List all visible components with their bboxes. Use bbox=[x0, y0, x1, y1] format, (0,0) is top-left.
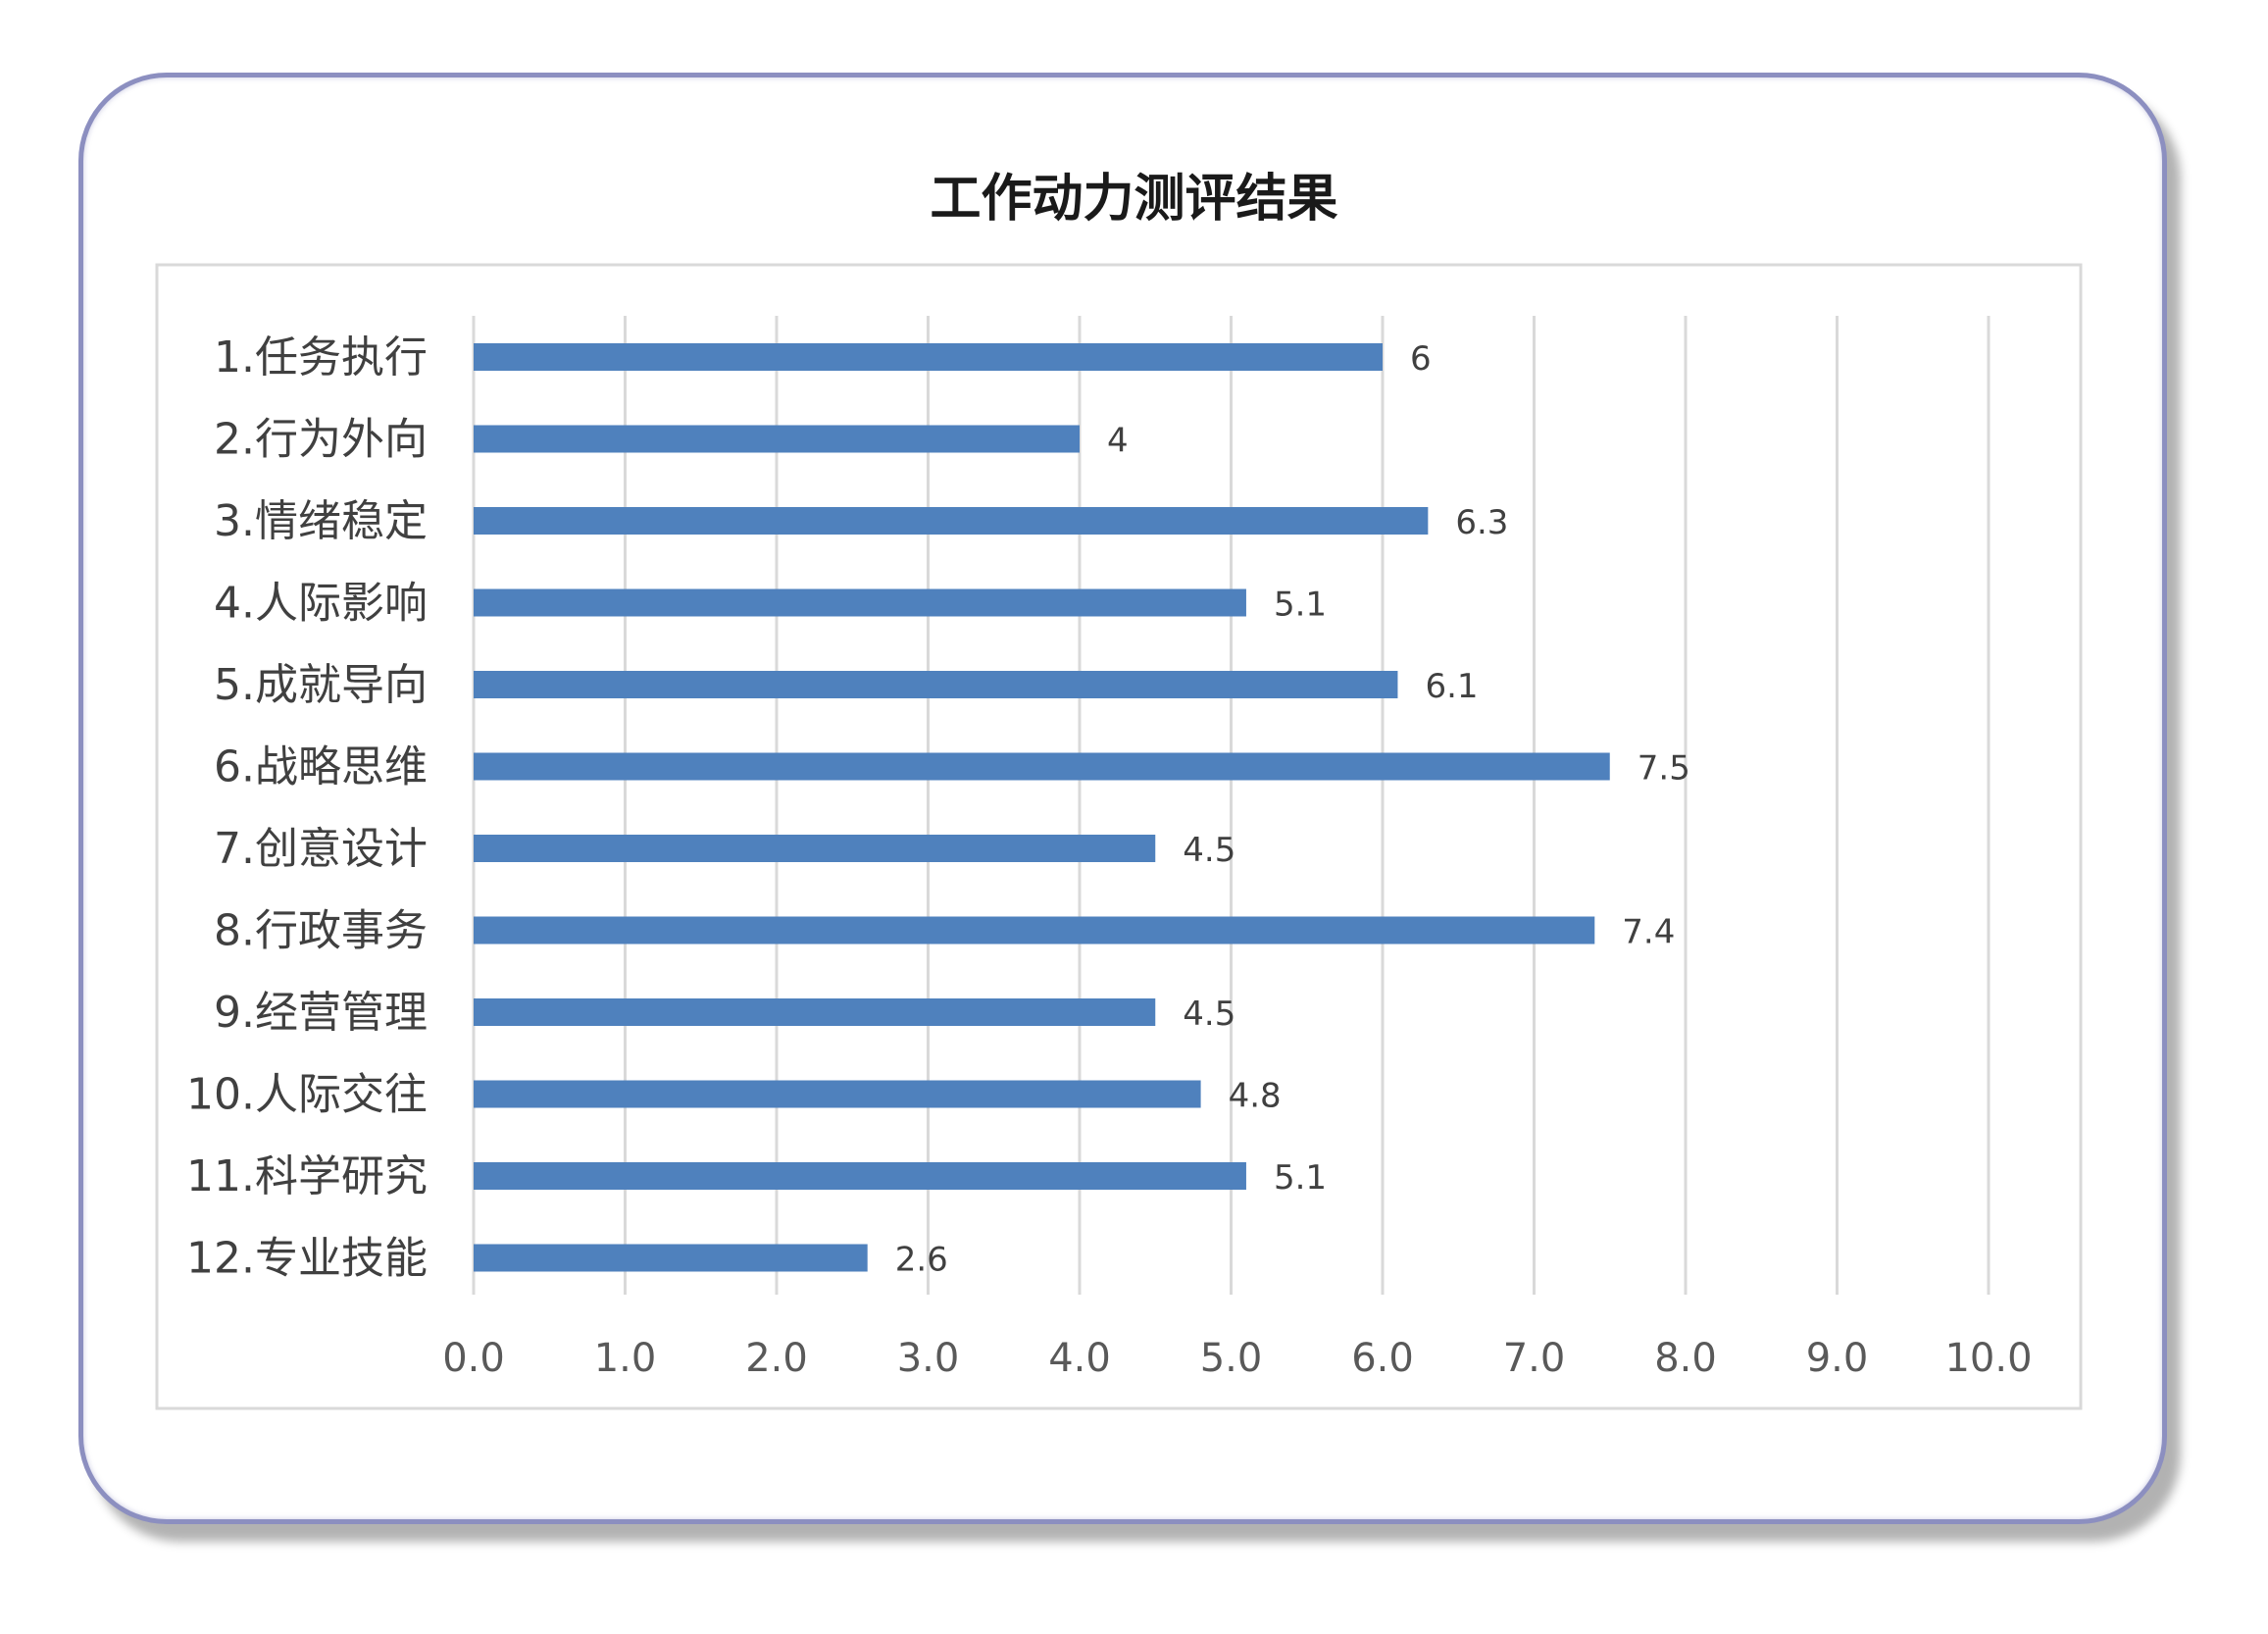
chart-title: 工作动力测评结果 bbox=[930, 169, 1338, 229]
category-label: 8.行政事务 bbox=[214, 906, 428, 956]
x-tick-label: 0.0 bbox=[442, 1336, 505, 1381]
plot-area-frame bbox=[155, 263, 2083, 1410]
category-label: 1.任务执行 bbox=[214, 332, 428, 383]
x-tick-label: 8.0 bbox=[1654, 1336, 1717, 1381]
bars bbox=[474, 343, 1610, 1272]
category-label: 4.人际影响 bbox=[214, 579, 428, 629]
bar bbox=[474, 1080, 1201, 1108]
bar bbox=[474, 507, 1429, 535]
data-label: 5.1 bbox=[1274, 586, 1327, 625]
bar bbox=[474, 998, 1156, 1026]
bar bbox=[474, 425, 1080, 453]
data-label: 4.5 bbox=[1183, 831, 1235, 870]
bar bbox=[474, 752, 1610, 781]
data-label: 2.6 bbox=[895, 1241, 948, 1280]
x-tick-label: 4.0 bbox=[1048, 1336, 1111, 1381]
category-labels: 1.任务执行 2.行为外向 3.情绪稳定 4.人际影响 5.成就导向 6.战略思维 7.创意… bbox=[186, 332, 428, 1284]
x-tick-label: 9.0 bbox=[1806, 1336, 1869, 1381]
data-label: 5.1 bbox=[1274, 1158, 1327, 1198]
bar bbox=[474, 1162, 1246, 1190]
bar bbox=[474, 671, 1398, 698]
gridlines bbox=[472, 316, 1991, 1295]
bar bbox=[474, 916, 1595, 945]
category-label: 7.创意设计 bbox=[214, 824, 428, 874]
bar bbox=[474, 343, 1383, 371]
category-label: 2.行为外向 bbox=[214, 415, 428, 465]
data-label: 4.5 bbox=[1183, 995, 1235, 1034]
category-label: 10.人际交往 bbox=[186, 1070, 428, 1120]
data-label: 4.8 bbox=[1229, 1077, 1282, 1116]
data-label: 6 bbox=[1410, 339, 1432, 379]
x-tick-label: 2.0 bbox=[745, 1336, 808, 1381]
data-labels: 6 4 6.3 5.1 6.1 7.5 4.5 7.4 4.5 4.8 5.1 2.6 bbox=[895, 339, 1690, 1280]
x-tick-label: 6.0 bbox=[1351, 1336, 1414, 1381]
x-tick-label: 7.0 bbox=[1503, 1336, 1566, 1381]
category-label: 3.情绪稳定 bbox=[214, 496, 428, 546]
category-label: 11.科学研究 bbox=[186, 1151, 428, 1201]
category-label: 5.成就导向 bbox=[214, 660, 428, 710]
data-label: 7.4 bbox=[1622, 913, 1675, 952]
category-label: 12.专业技能 bbox=[186, 1234, 428, 1284]
bar bbox=[474, 588, 1246, 617]
bar bbox=[474, 1244, 868, 1272]
data-label: 4 bbox=[1107, 422, 1129, 461]
bar bbox=[474, 835, 1156, 862]
category-label: 9.经营管理 bbox=[214, 988, 428, 1038]
x-tick-label: 10.0 bbox=[1944, 1336, 2032, 1381]
x-axis-tick-labels: 0.0 1.0 2.0 3.0 4.0 5.0 6.0 7.0 8.0 9.0 10.0 bbox=[442, 1336, 2032, 1381]
data-label: 6.3 bbox=[1455, 503, 1508, 542]
x-tick-label: 5.0 bbox=[1200, 1336, 1263, 1381]
data-label: 6.1 bbox=[1425, 667, 1478, 706]
x-tick-label: 1.0 bbox=[594, 1336, 657, 1381]
chart-card bbox=[78, 73, 2167, 1524]
data-label: 7.5 bbox=[1638, 749, 1690, 789]
x-tick-label: 3.0 bbox=[897, 1336, 960, 1381]
category-label: 6.战略思维 bbox=[214, 742, 428, 792]
